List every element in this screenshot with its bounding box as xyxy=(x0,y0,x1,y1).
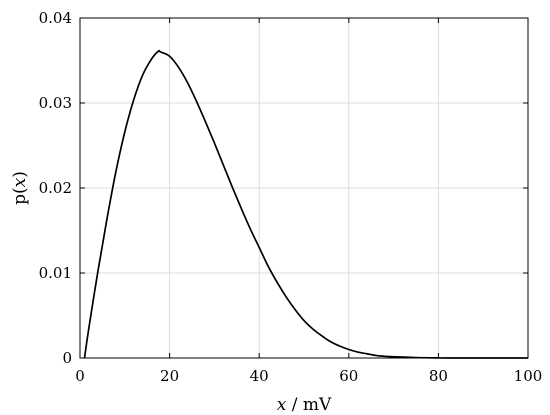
y-tick-label: 0.03 xyxy=(39,94,72,112)
y-tick-label: 0.01 xyxy=(39,264,72,282)
series-line xyxy=(83,49,528,359)
x-tick-label: 100 xyxy=(514,367,543,385)
x-axis-var: x xyxy=(277,395,287,415)
grid xyxy=(80,18,528,358)
x-tick-labels: 0 20 40 60 80 100 xyxy=(75,367,542,385)
x-tick-label: 40 xyxy=(250,367,269,385)
x-tick-label: 80 xyxy=(429,367,448,385)
y-axis-prefix: p( xyxy=(10,187,30,205)
y-tick-label: 0 xyxy=(62,349,72,367)
y-tick-label: 0.04 xyxy=(39,9,72,27)
x-tick-label: 20 xyxy=(160,367,179,385)
y-axis-label: p(x) xyxy=(10,171,30,205)
y-axis-suffix: ) xyxy=(10,171,30,178)
series-layer xyxy=(83,49,528,359)
y-axis-var: x xyxy=(10,177,30,187)
y-tick-labels: 0 0.01 0.02 0.03 0.04 xyxy=(39,9,72,367)
x-axis-label: x / mV xyxy=(277,395,332,415)
x-tick-label: 60 xyxy=(339,367,358,385)
plot-frame xyxy=(79,17,529,359)
x-tick-label: 0 xyxy=(75,367,85,385)
x-axis-unit: / mV xyxy=(286,395,332,415)
y-tick-label: 0.02 xyxy=(39,179,72,197)
